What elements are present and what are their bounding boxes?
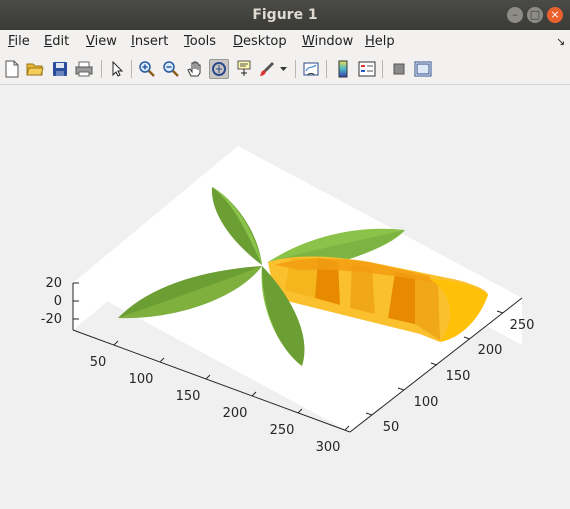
colorbar-icon[interactable] xyxy=(333,59,353,79)
menu-desktop[interactable]: Desktop xyxy=(233,34,287,49)
save-icon[interactable] xyxy=(50,59,70,79)
x-tick-label: 300 xyxy=(316,440,341,455)
menu-tools[interactable]: Tools xyxy=(184,34,217,49)
menu-window[interactable]: Window xyxy=(302,34,354,49)
maximize-button[interactable]: □ xyxy=(527,7,543,23)
brush-icon[interactable] xyxy=(257,59,277,79)
axes-3d[interactable]: 20 0 -20 50 100 150 200 250 300 50 xyxy=(0,85,570,505)
y-ticks: 50 100 150 200 250 xyxy=(365,310,535,435)
x-tick-label: 100 xyxy=(129,372,154,387)
y-tick-label: 150 xyxy=(446,369,471,384)
y-tick-label: 100 xyxy=(414,395,439,410)
figure-canvas[interactable]: 20 0 -20 50 100 150 200 250 300 50 xyxy=(0,85,570,505)
open-file-icon[interactable] xyxy=(25,59,45,79)
menu-insert[interactable]: Insert xyxy=(131,34,169,49)
pan-hand-icon[interactable] xyxy=(185,59,205,79)
toolbar-separator xyxy=(131,60,132,78)
dock-arrow-icon[interactable]: ↘ xyxy=(556,35,566,48)
x-tick-label: 150 xyxy=(176,389,201,404)
x-ticks: 50 100 150 200 250 300 xyxy=(90,340,350,455)
print-icon[interactable] xyxy=(74,59,94,79)
zoom-out-icon[interactable] xyxy=(161,59,181,79)
axes-back-wall xyxy=(73,146,238,330)
leaf-left-shade xyxy=(118,266,262,319)
x-tick-label: 50 xyxy=(90,355,107,370)
z-ticks: 20 0 -20 xyxy=(41,276,79,327)
legend-icon[interactable] xyxy=(357,59,377,79)
y-tick-label: 250 xyxy=(510,318,535,333)
menu-edit[interactable]: Edit xyxy=(44,34,70,49)
new-figure-icon[interactable] xyxy=(2,59,22,79)
rotate-3d-icon[interactable] xyxy=(209,59,229,79)
brush-dropdown-icon[interactable] xyxy=(278,59,290,79)
y-tick-label: 200 xyxy=(478,343,503,358)
menu-file[interactable]: File xyxy=(8,34,30,49)
menu-view[interactable]: View xyxy=(86,34,117,49)
figure-toolbar xyxy=(0,54,570,85)
toolbar-separator xyxy=(101,60,102,78)
select-arrow-icon[interactable] xyxy=(107,59,127,79)
menu-bar: File Edit View Insert Tools Desktop Wind… xyxy=(0,30,570,54)
show-plot-tools-icon[interactable] xyxy=(413,59,433,79)
x-tick-label: 250 xyxy=(270,423,295,438)
x-axis-line xyxy=(72,329,351,433)
toolbar-separator xyxy=(295,60,296,78)
link-plot-icon[interactable] xyxy=(301,59,321,79)
palm-trunk xyxy=(268,256,488,342)
toolbar-separator xyxy=(382,60,383,78)
y-tick-label: 50 xyxy=(383,420,400,435)
toolbar-separator xyxy=(326,60,327,78)
hide-plot-tools-icon[interactable] xyxy=(389,59,409,79)
menu-help[interactable]: Help xyxy=(365,34,395,49)
data-cursor-icon[interactable] xyxy=(234,59,254,79)
close-button[interactable]: × xyxy=(547,7,563,23)
title-bar: Figure 1 – □ × xyxy=(0,0,570,30)
z-tick-label: -20 xyxy=(41,312,62,327)
z-tick-label: 20 xyxy=(45,276,62,291)
minimize-button[interactable]: – xyxy=(507,7,523,23)
window-title: Figure 1 xyxy=(252,7,318,23)
leaf-left xyxy=(118,266,262,318)
leaf-front-shade xyxy=(262,266,305,366)
z-tick-label: 0 xyxy=(54,294,62,309)
leaf-top xyxy=(211,187,262,265)
zoom-in-icon[interactable] xyxy=(137,59,157,79)
x-tick-label: 200 xyxy=(223,406,248,421)
